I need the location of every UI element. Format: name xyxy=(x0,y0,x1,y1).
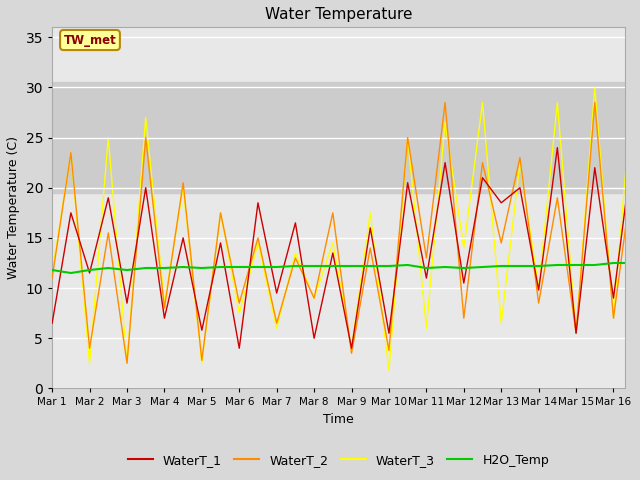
Text: TW_met: TW_met xyxy=(63,34,116,47)
X-axis label: Time: Time xyxy=(323,413,354,426)
Legend: WaterT_1, WaterT_2, WaterT_3, H2O_Temp: WaterT_1, WaterT_2, WaterT_3, H2O_Temp xyxy=(123,449,554,472)
Title: Water Temperature: Water Temperature xyxy=(265,7,412,22)
Bar xyxy=(52,83,625,193)
Y-axis label: Water Temperature (C): Water Temperature (C) xyxy=(7,136,20,279)
